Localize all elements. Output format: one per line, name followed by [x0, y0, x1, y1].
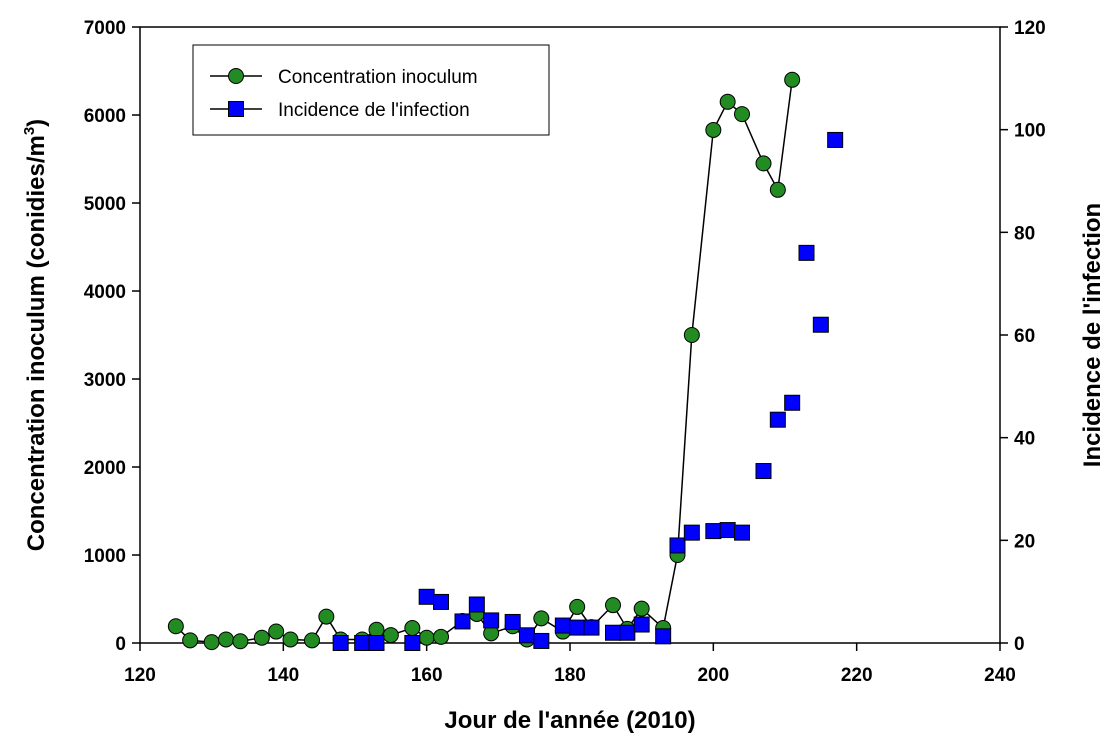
- data-point: [253, 629, 270, 646]
- x-tick-label: 160: [411, 665, 443, 686]
- data-point: [167, 618, 184, 635]
- x-tick-label: 200: [697, 665, 729, 686]
- data-point: [769, 181, 786, 198]
- data-point: [382, 627, 399, 644]
- y2-tick-label: 100: [1014, 121, 1046, 142]
- data-point: [619, 624, 636, 641]
- y-tick-label: 6000: [84, 106, 126, 127]
- series-0: [167, 71, 801, 651]
- data-point: [734, 524, 750, 541]
- plot-layer: 120 140 160 180 200 220 2400100020003000400050…: [21, 18, 1106, 734]
- data-point: [705, 121, 722, 138]
- legend-label: Concentration inoculum: [278, 67, 478, 88]
- y2-tick-label: 40: [1014, 429, 1035, 450]
- data-point: [282, 631, 299, 648]
- series-1: [332, 131, 844, 651]
- data-point: [633, 600, 650, 617]
- data-point: [784, 71, 801, 88]
- data-point: [533, 632, 550, 649]
- data-point: [318, 608, 335, 625]
- data-point: [504, 613, 521, 630]
- y-axis-title-main: Concentration inoculum (conidies/m: [23, 135, 50, 551]
- data-point: [433, 593, 449, 610]
- x-tick-label: 120: [124, 665, 156, 686]
- data-point: [454, 613, 471, 630]
- data-point: [404, 635, 421, 651]
- legend-label: Incidence de l'infection: [278, 100, 470, 121]
- data-point: [734, 106, 750, 123]
- data-point: [368, 635, 385, 651]
- series-line: [175, 79, 793, 643]
- data-point: [755, 155, 772, 172]
- data-point: [332, 635, 349, 651]
- y-tick-label: 0: [115, 634, 126, 655]
- y2-tick-label: 80: [1014, 223, 1035, 244]
- data-point: [418, 588, 435, 605]
- data-point: [784, 394, 801, 411]
- y-tick-label: 7000: [84, 18, 126, 39]
- x-axis-title: Jour de l'année (2010): [444, 707, 695, 734]
- data-point: [354, 635, 371, 651]
- data-point: [583, 619, 600, 636]
- y-axis-title-close: ): [23, 119, 50, 127]
- data-point: [683, 327, 700, 343]
- data-point: [483, 612, 500, 629]
- data-point: [705, 523, 722, 540]
- data-point: [404, 620, 421, 637]
- data-point: [755, 463, 772, 480]
- data-point: [798, 244, 815, 261]
- x-tick-label: 180: [554, 665, 586, 686]
- y-tick-label: 3000: [84, 370, 126, 391]
- y2-tick-label: 20: [1014, 531, 1035, 552]
- x-tick-label: 140: [267, 665, 299, 686]
- data-point: [218, 631, 234, 648]
- data-point: [655, 628, 672, 645]
- x-tick-label: 240: [984, 665, 1016, 686]
- data-point: [519, 627, 535, 644]
- legend-item: Concentration inoculum: [210, 67, 478, 88]
- data-point: [683, 524, 700, 541]
- legend-marker: [228, 101, 244, 117]
- y-tick-label: 4000: [84, 282, 126, 303]
- data-point: [605, 624, 621, 641]
- data-point: [669, 537, 686, 554]
- data-point: [633, 616, 650, 633]
- legend: Concentration inoculum Incidence de l'inf…: [192, 44, 550, 136]
- data-point: [203, 634, 220, 651]
- x-tick-label: 220: [841, 665, 873, 686]
- data-point: [812, 316, 829, 333]
- data-point: [418, 629, 435, 646]
- data-point: [268, 623, 285, 640]
- data-point: [182, 632, 199, 649]
- data-point: [554, 617, 571, 634]
- data-point: [769, 411, 786, 428]
- y-axis-title-superscript: 3: [21, 127, 38, 135]
- data-point: [827, 131, 844, 148]
- data-point: [719, 93, 736, 110]
- data-point: [605, 597, 621, 614]
- data-point: [569, 598, 586, 615]
- y-tick-label: 1000: [84, 546, 126, 567]
- y2-tick-label: 60: [1014, 326, 1035, 347]
- data-point: [304, 632, 320, 649]
- y2-axis-title: Incidence de l'infection: [1079, 203, 1106, 467]
- legend-item: Incidence de l'infection: [210, 100, 470, 121]
- y2-tick-label: 120: [1014, 18, 1046, 39]
- y2-tick-label: 0: [1014, 634, 1025, 655]
- data-point: [533, 610, 550, 627]
- y-tick-label: 5000: [84, 194, 126, 215]
- data-point: [569, 619, 586, 636]
- data-point: [232, 633, 249, 650]
- legend-box: [192, 44, 550, 136]
- data-point: [468, 596, 485, 613]
- legend-marker: [228, 68, 244, 84]
- y-axis-title: Concentration inoculum (conidies/m3): [21, 119, 50, 551]
- data-point: [433, 628, 449, 645]
- y-tick-label: 2000: [84, 458, 126, 479]
- data-point: [719, 522, 736, 539]
